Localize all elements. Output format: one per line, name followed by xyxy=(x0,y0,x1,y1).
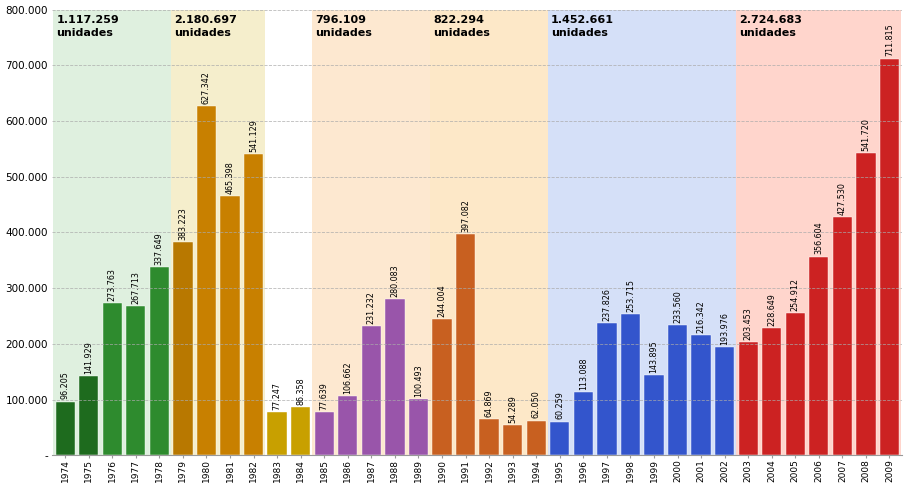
Text: 427.530: 427.530 xyxy=(838,182,847,215)
Bar xyxy=(762,328,782,455)
Text: 711.815: 711.815 xyxy=(885,24,894,57)
Bar xyxy=(479,419,498,455)
Text: 796.109
unidades: 796.109 unidades xyxy=(315,15,372,38)
Bar xyxy=(574,392,593,455)
Text: 267.713: 267.713 xyxy=(132,271,141,304)
Text: 231.232: 231.232 xyxy=(367,291,376,324)
Bar xyxy=(785,313,804,455)
Bar xyxy=(645,375,664,455)
Bar xyxy=(172,10,265,455)
Text: 822.294
unidades: 822.294 unidades xyxy=(433,15,490,38)
Text: 228.649: 228.649 xyxy=(767,293,776,325)
Text: 143.895: 143.895 xyxy=(649,340,658,373)
Bar xyxy=(103,303,122,455)
Text: 141.929: 141.929 xyxy=(84,341,94,374)
Text: 254.912: 254.912 xyxy=(791,278,800,311)
Text: 216.342: 216.342 xyxy=(696,300,706,332)
Bar xyxy=(221,196,240,455)
Bar xyxy=(668,325,687,455)
Bar xyxy=(312,10,430,455)
Bar xyxy=(126,306,145,455)
Bar xyxy=(548,10,736,455)
Text: 233.560: 233.560 xyxy=(673,290,682,323)
Text: 62.050: 62.050 xyxy=(532,391,540,419)
Text: 383.223: 383.223 xyxy=(179,207,187,240)
Text: 280.083: 280.083 xyxy=(390,264,400,297)
Bar xyxy=(385,299,405,455)
Bar xyxy=(856,153,875,455)
Text: 273.763: 273.763 xyxy=(108,267,117,301)
Text: 60.259: 60.259 xyxy=(556,391,564,420)
Text: 627.342: 627.342 xyxy=(202,71,211,103)
Bar xyxy=(738,342,758,455)
Bar xyxy=(291,407,311,455)
Bar xyxy=(361,326,381,455)
Bar xyxy=(314,412,334,455)
Bar xyxy=(432,319,451,455)
Text: 203.453: 203.453 xyxy=(744,307,753,340)
Bar xyxy=(197,106,216,455)
Bar xyxy=(527,421,546,455)
Bar xyxy=(54,10,172,455)
Bar xyxy=(736,10,902,455)
Text: 100.493: 100.493 xyxy=(414,365,423,397)
Text: 337.649: 337.649 xyxy=(155,232,163,265)
Bar xyxy=(268,412,287,455)
Text: 2.180.697
unidades: 2.180.697 unidades xyxy=(174,15,237,38)
Bar xyxy=(338,396,358,455)
Bar xyxy=(456,234,475,455)
Bar xyxy=(173,242,192,455)
Bar xyxy=(150,267,169,455)
Text: 465.398: 465.398 xyxy=(225,161,234,194)
Text: 244.004: 244.004 xyxy=(438,285,447,317)
Bar xyxy=(880,59,899,455)
Text: 64.869: 64.869 xyxy=(485,389,494,417)
Text: 113.088: 113.088 xyxy=(578,358,587,390)
Text: 1.117.259
unidades: 1.117.259 unidades xyxy=(56,15,119,38)
Bar xyxy=(79,376,98,455)
Text: 96.205: 96.205 xyxy=(61,371,70,400)
Bar xyxy=(55,402,74,455)
Text: 356.604: 356.604 xyxy=(814,222,824,254)
Bar xyxy=(503,425,522,455)
Bar xyxy=(409,399,428,455)
Bar xyxy=(833,217,852,455)
Text: 397.082: 397.082 xyxy=(461,199,470,232)
Bar xyxy=(244,154,263,455)
Bar xyxy=(430,10,548,455)
Bar xyxy=(621,314,640,455)
Bar xyxy=(550,422,569,455)
Bar xyxy=(715,347,735,455)
Text: 193.976: 193.976 xyxy=(720,312,729,345)
Bar xyxy=(597,323,617,455)
Bar xyxy=(691,335,711,455)
Text: 541.720: 541.720 xyxy=(862,119,871,151)
Text: 77.247: 77.247 xyxy=(272,382,281,410)
Text: 2.724.683
unidades: 2.724.683 unidades xyxy=(739,15,802,38)
Text: 237.826: 237.826 xyxy=(602,287,611,321)
Text: 541.129: 541.129 xyxy=(249,119,258,152)
Text: 1.452.661
unidades: 1.452.661 unidades xyxy=(551,15,614,38)
Text: 77.639: 77.639 xyxy=(320,382,329,410)
Text: 54.289: 54.289 xyxy=(508,395,518,423)
Text: 106.662: 106.662 xyxy=(343,361,352,394)
Text: 253.715: 253.715 xyxy=(626,279,635,312)
Bar xyxy=(809,257,828,455)
Text: 86.358: 86.358 xyxy=(296,377,305,405)
